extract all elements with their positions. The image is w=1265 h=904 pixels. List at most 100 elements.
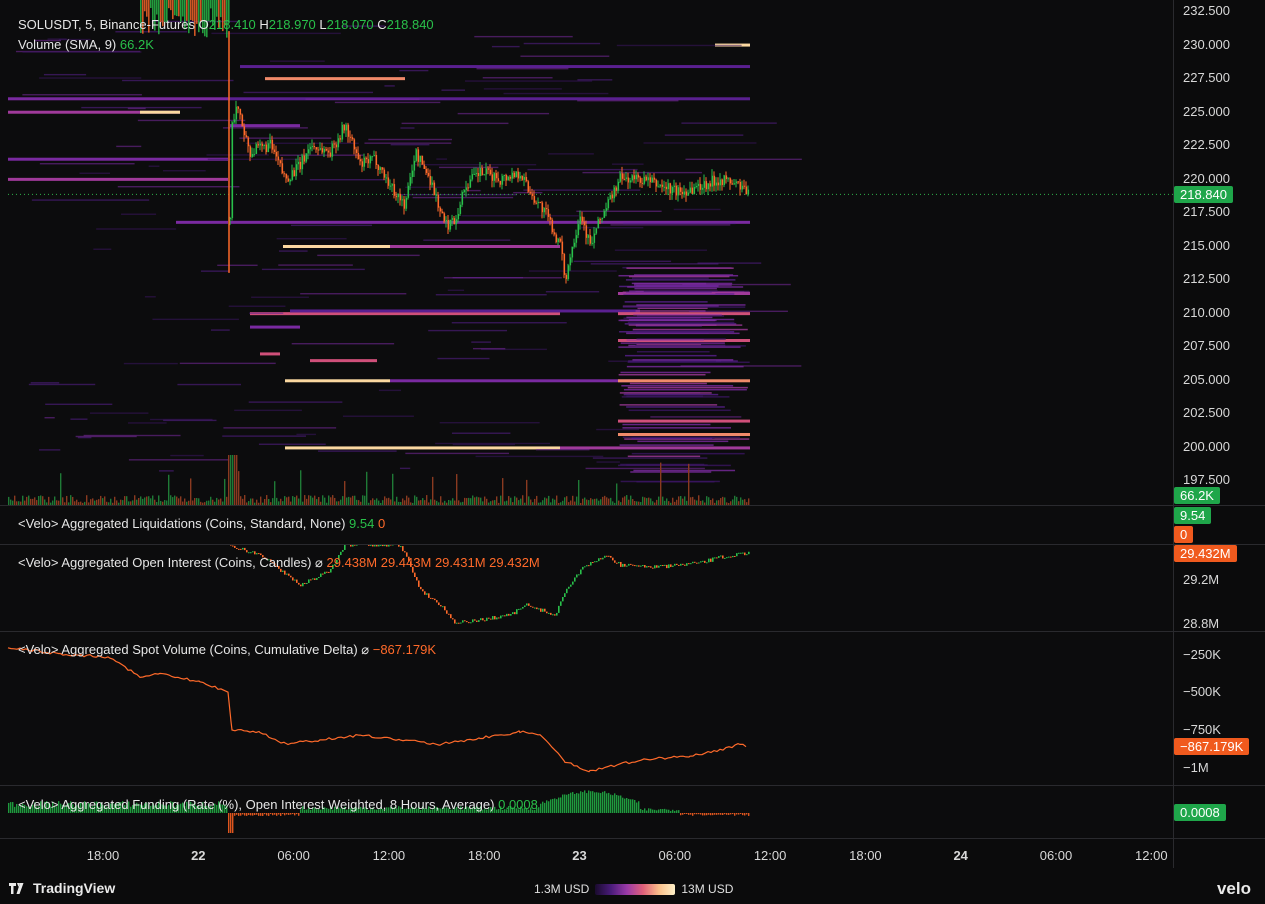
funding-bar [136, 802, 138, 813]
candle-body [737, 181, 740, 183]
oi-candle [334, 564, 336, 566]
oi-candle [410, 561, 412, 567]
pane-divider[interactable] [0, 505, 1265, 506]
funding-bar [654, 809, 656, 813]
heatmap-line [163, 419, 217, 422]
volume-bar [556, 495, 558, 505]
price-tick: 207.500 [1183, 338, 1230, 353]
funding-bar [546, 800, 548, 813]
volume-legend[interactable]: Volume (SMA, 9) 66.2K [18, 37, 154, 52]
funding-bar [562, 794, 564, 813]
funding-bar [540, 803, 542, 813]
candle-body [473, 173, 476, 175]
volume-bar [702, 500, 704, 505]
funding-bar [226, 805, 228, 813]
pane-divider[interactable] [0, 544, 1265, 545]
volume-bar [450, 500, 452, 505]
funding-bar [454, 807, 456, 813]
funding-bar [142, 805, 144, 813]
heatmap-line [310, 359, 377, 363]
volume-bar [172, 497, 174, 505]
velo-logo[interactable]: velo [1216, 879, 1251, 898]
funding-bar [46, 801, 48, 813]
heatmap-line [439, 422, 540, 424]
time-axis[interactable]: 18:00 22 06:00 12:00 18:00 23 06:00 12:00 18:00 2… [0, 838, 1173, 868]
candle-body [287, 178, 290, 182]
oi-candle [276, 565, 278, 567]
volume-bar [290, 501, 292, 505]
volume-bar [264, 498, 266, 505]
volume-bar [284, 496, 286, 505]
volume-bar [740, 497, 742, 505]
oi-candle [470, 622, 472, 624]
symbol-legend[interactable]: SOLUSDT, 5, Binance-Futures O218.410 H21… [18, 17, 434, 32]
oi-candle [568, 586, 570, 589]
candle-body [537, 201, 540, 204]
funding-legend[interactable]: <Velo> Aggregated Funding (Rate (%), Ope… [18, 797, 538, 812]
spot-volume-legend[interactable]: <Velo> Aggregated Spot Volume (Coins, Cu… [18, 642, 436, 658]
volume-bar [100, 495, 102, 505]
candle-body [337, 138, 340, 148]
candle-body [501, 175, 504, 185]
volume-bar [676, 499, 678, 505]
open-interest-legend[interactable]: <Velo> Aggregated Open Interest (Coins, … [18, 555, 540, 571]
price-axis[interactable]: 232.500 230.000 227.500 225.000 222.500 220.0… [1174, 0, 1265, 505]
candle-body [643, 176, 646, 184]
symbol-name[interactable]: SOLUSDT, 5, Binance-Futures [18, 17, 196, 32]
volume-bar [414, 495, 416, 505]
funding-bar [568, 793, 570, 813]
volume-bar [168, 474, 170, 505]
oi-candle [582, 566, 584, 570]
heatmap-line [622, 306, 746, 308]
funding-bar [200, 806, 202, 813]
tradingview-logo[interactable]: TradingView [9, 880, 115, 896]
oi-candle [372, 545, 374, 547]
time-tick: 06:00 [658, 848, 692, 863]
candle-body [449, 219, 452, 230]
funding-bar [632, 799, 634, 813]
volume-name: Volume (SMA, 9) [18, 37, 117, 52]
heatmap-line [573, 260, 672, 263]
volume-bar [562, 500, 564, 505]
heatmap-line [631, 277, 709, 279]
funding-bar [300, 809, 302, 813]
pane-divider[interactable] [0, 631, 1265, 632]
heatmap-line [222, 435, 306, 437]
candle-body [631, 175, 634, 181]
volume-bar [308, 495, 310, 505]
oi-candle [250, 552, 252, 554]
pane-divider[interactable] [0, 785, 1265, 786]
price-tick: 200.000 [1183, 438, 1230, 454]
oi-candle [624, 563, 626, 567]
heatmap-line [630, 471, 712, 473]
funding-bar [608, 792, 610, 813]
funding-bar [168, 804, 170, 813]
oi-candle [716, 557, 718, 559]
oi-candle [612, 557, 614, 561]
liquidations-pane[interactable] [0, 506, 1173, 544]
candle-body [635, 174, 638, 180]
open-interest-pane[interactable] [0, 545, 1173, 631]
liquidations-name: <Velo> Aggregated Liquidations (Coins, S… [18, 516, 346, 531]
spot-volume-pane[interactable] [0, 632, 1173, 785]
heatmap-line [626, 316, 713, 319]
candle-body [601, 217, 604, 220]
candle-body [319, 148, 322, 150]
oi-candle [668, 564, 670, 569]
funding-bar [690, 813, 692, 815]
heatmap-line [413, 163, 537, 166]
oi-candle [370, 545, 372, 546]
heatmap-line [223, 427, 337, 429]
candle-body [224, 0, 226, 26]
pane-divider[interactable] [0, 838, 1265, 839]
volume-bar [732, 499, 734, 505]
candle-body [281, 163, 284, 174]
funding-bar [276, 813, 278, 816]
funding-bar [396, 808, 398, 813]
candle-body [289, 179, 292, 182]
funding-bar [78, 802, 80, 813]
liquidations-legend[interactable]: <Velo> Aggregated Liquidations (Coins, S… [18, 516, 385, 531]
candle-body [681, 191, 684, 195]
funding-bar [520, 806, 522, 813]
volume-bar [76, 499, 78, 505]
